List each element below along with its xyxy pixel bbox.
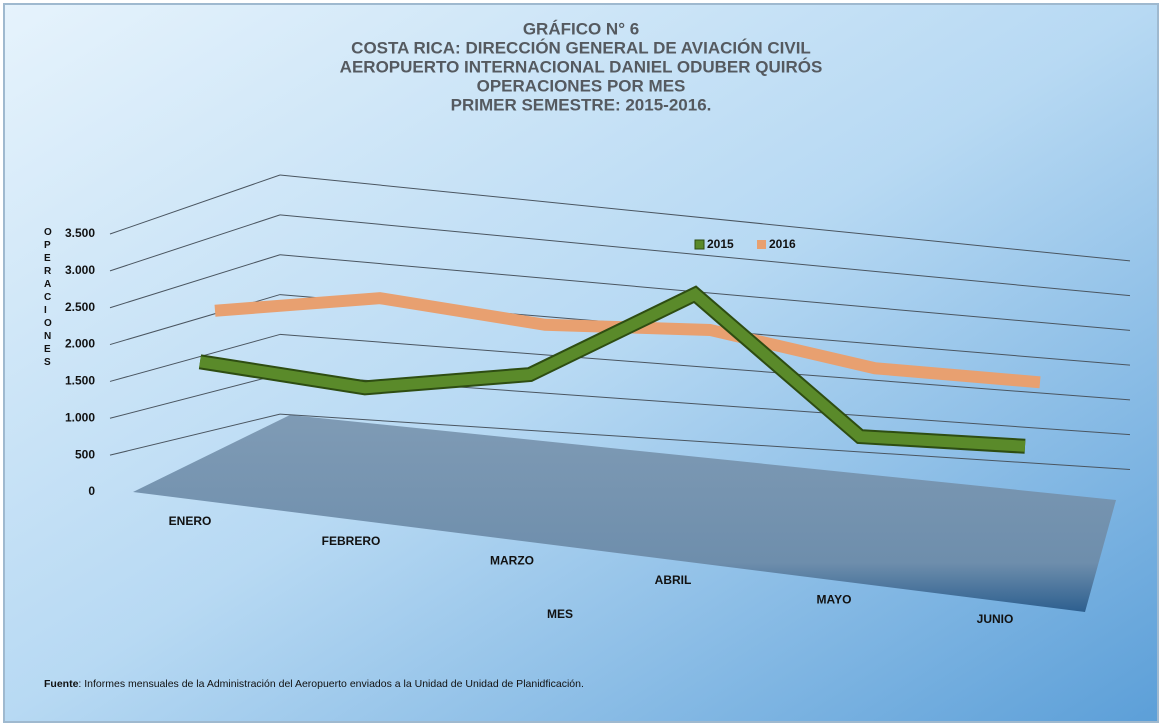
grid-line [279,254,1131,331]
x-tick-label: ENERO [169,514,212,528]
grid-line [109,174,281,235]
floor [133,415,1116,612]
y-tick-label: 500 [75,447,95,461]
title-line: AEROPUERTO INTERNACIONAL DANIEL ODUBER Q… [340,57,823,76]
line-series [199,287,1026,452]
grid-line [109,333,281,382]
title-line: GRÁFICO N° 6 [523,19,639,38]
y-tick-label: 0 [88,484,95,498]
x-tick-label: MARZO [490,553,534,567]
source-text: : Informes mensuales de la Administració… [78,678,584,690]
x-tick-label: FEBRERO [322,534,381,548]
x-tick-label: MAYO [817,593,852,607]
grid-line [279,333,1131,401]
x-axis-label: MES [547,607,573,621]
y-tick-label: 3.000 [65,263,95,277]
title-line: OPERACIONES POR MES [477,76,686,95]
x-tick-label: JUNIO [977,612,1014,626]
legend-swatch [694,239,705,250]
grid-line [279,413,1131,470]
grid-line [279,214,1131,297]
y-tick-label: 2.000 [65,337,95,351]
grid-line [109,214,281,272]
grid-line [109,373,281,419]
y-tick-label: 1.500 [65,374,95,388]
grid-line [109,413,281,456]
y-tick-label: 1.000 [65,410,95,424]
y-axis-label: OPERACIONES [44,227,52,368]
title-line: COSTA RICA: DIRECCIÓN GENERAL DE AVIACIÓ… [351,38,811,57]
legend-swatch [757,240,766,249]
x-tick-label: ABRIL [655,573,692,587]
grid-line [279,174,1131,262]
source: Fuente: Informes mensuales de la Adminis… [44,678,584,690]
legend-label: 2016 [769,237,796,251]
y-tick-label: 2.500 [65,300,95,314]
background [3,3,1159,723]
grid-line [109,254,281,309]
legend-label: 2015 [707,237,734,251]
title-line: PRIMER SEMESTRE: 2015-2016. [451,95,712,114]
source-label: Fuente [44,678,79,690]
y-tick-label: 3.500 [65,226,95,240]
